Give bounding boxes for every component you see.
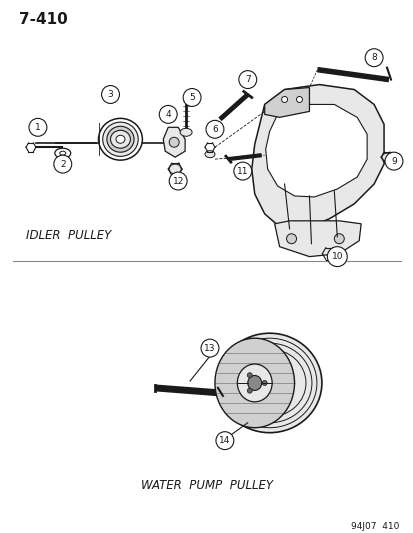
Circle shape [364,49,382,67]
Polygon shape [264,87,309,117]
Circle shape [183,88,201,107]
Text: 5: 5 [189,93,195,102]
Text: 7: 7 [244,75,250,84]
Ellipse shape [217,333,321,433]
Ellipse shape [180,128,192,136]
Polygon shape [274,221,360,256]
Circle shape [247,373,252,378]
Circle shape [206,120,223,138]
Ellipse shape [98,118,142,160]
Text: 6: 6 [211,125,217,134]
Circle shape [216,432,233,450]
Circle shape [29,118,47,136]
Text: 3: 3 [107,90,113,99]
Text: 10: 10 [331,252,342,261]
Text: 2: 2 [60,159,65,168]
Circle shape [286,234,296,244]
Circle shape [159,106,177,123]
Ellipse shape [59,151,66,155]
Text: 13: 13 [204,344,215,353]
Circle shape [233,162,251,180]
Ellipse shape [55,148,71,158]
Ellipse shape [169,164,181,174]
Text: 8: 8 [370,53,376,62]
Circle shape [334,234,344,244]
Text: 9: 9 [390,157,396,166]
Circle shape [384,152,402,170]
Text: 4: 4 [165,110,171,119]
Ellipse shape [110,130,130,148]
Ellipse shape [107,126,134,152]
Ellipse shape [204,151,214,158]
Circle shape [261,381,266,385]
Circle shape [247,388,252,393]
Polygon shape [163,127,185,157]
Text: 11: 11 [237,167,248,175]
Circle shape [169,172,187,190]
Text: IDLER  PULLEY: IDLER PULLEY [26,229,111,242]
Circle shape [281,96,287,102]
Circle shape [327,247,347,266]
Ellipse shape [237,364,271,402]
Text: 14: 14 [219,436,230,445]
Ellipse shape [214,338,294,427]
Circle shape [169,138,179,147]
Text: 94J07  410: 94J07 410 [350,522,398,531]
Circle shape [201,339,218,357]
Text: 7-410: 7-410 [19,12,68,27]
Text: WATER  PUMP  PULLEY: WATER PUMP PULLEY [141,479,272,492]
Text: 1: 1 [35,123,41,132]
Ellipse shape [247,375,261,390]
Circle shape [238,70,256,88]
Ellipse shape [381,153,391,161]
Circle shape [54,155,71,173]
Circle shape [101,85,119,103]
Text: 12: 12 [172,176,183,185]
Ellipse shape [116,135,125,143]
Circle shape [296,96,302,102]
Ellipse shape [102,122,138,156]
Polygon shape [265,104,366,197]
Polygon shape [251,85,383,229]
